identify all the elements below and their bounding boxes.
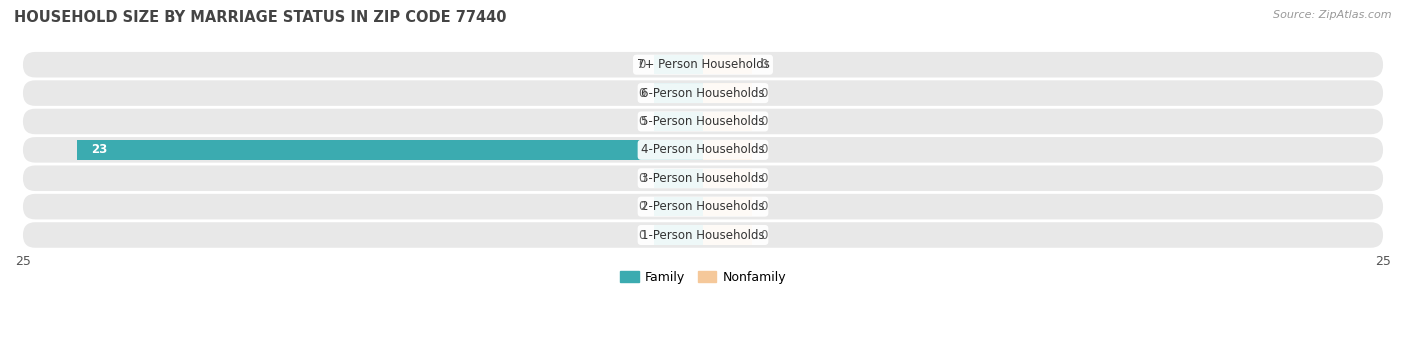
Text: 0: 0	[761, 172, 768, 185]
Text: 7+ Person Households: 7+ Person Households	[637, 58, 769, 71]
Text: 0: 0	[638, 87, 645, 100]
Bar	[654, 168, 703, 188]
Text: 0: 0	[638, 58, 645, 71]
Legend: Family, Nonfamily: Family, Nonfamily	[614, 266, 792, 289]
Bar	[77, 140, 703, 160]
Text: 1-Person Households: 1-Person Households	[641, 228, 765, 241]
Bar	[703, 197, 752, 216]
Bar	[703, 225, 752, 244]
Bar	[703, 112, 752, 131]
Bar	[703, 140, 752, 160]
FancyBboxPatch shape	[22, 80, 1384, 106]
FancyBboxPatch shape	[22, 137, 1384, 163]
Text: 0: 0	[761, 115, 768, 128]
FancyBboxPatch shape	[22, 52, 1384, 77]
Bar	[654, 225, 703, 244]
Text: 3-Person Households: 3-Person Households	[641, 172, 765, 185]
Bar	[654, 55, 703, 74]
Bar	[703, 168, 752, 188]
Text: 0: 0	[761, 228, 768, 241]
Text: 0: 0	[638, 228, 645, 241]
Bar	[654, 112, 703, 131]
Bar	[654, 84, 703, 103]
Text: Source: ZipAtlas.com: Source: ZipAtlas.com	[1274, 10, 1392, 20]
Text: 2-Person Households: 2-Person Households	[641, 200, 765, 213]
Text: 23: 23	[91, 143, 107, 157]
FancyBboxPatch shape	[22, 222, 1384, 248]
Text: 0: 0	[761, 58, 768, 71]
Text: 4-Person Households: 4-Person Households	[641, 143, 765, 157]
Text: 0: 0	[761, 200, 768, 213]
FancyBboxPatch shape	[22, 165, 1384, 191]
Bar	[703, 55, 752, 74]
Text: 0: 0	[638, 200, 645, 213]
Text: 0: 0	[638, 172, 645, 185]
Text: HOUSEHOLD SIZE BY MARRIAGE STATUS IN ZIP CODE 77440: HOUSEHOLD SIZE BY MARRIAGE STATUS IN ZIP…	[14, 10, 506, 25]
Text: 0: 0	[761, 143, 768, 157]
Text: 0: 0	[761, 87, 768, 100]
Bar	[703, 84, 752, 103]
Bar	[654, 197, 703, 216]
Text: 5-Person Households: 5-Person Households	[641, 115, 765, 128]
FancyBboxPatch shape	[22, 109, 1384, 134]
Text: 0: 0	[638, 115, 645, 128]
Text: 6-Person Households: 6-Person Households	[641, 87, 765, 100]
FancyBboxPatch shape	[22, 194, 1384, 219]
